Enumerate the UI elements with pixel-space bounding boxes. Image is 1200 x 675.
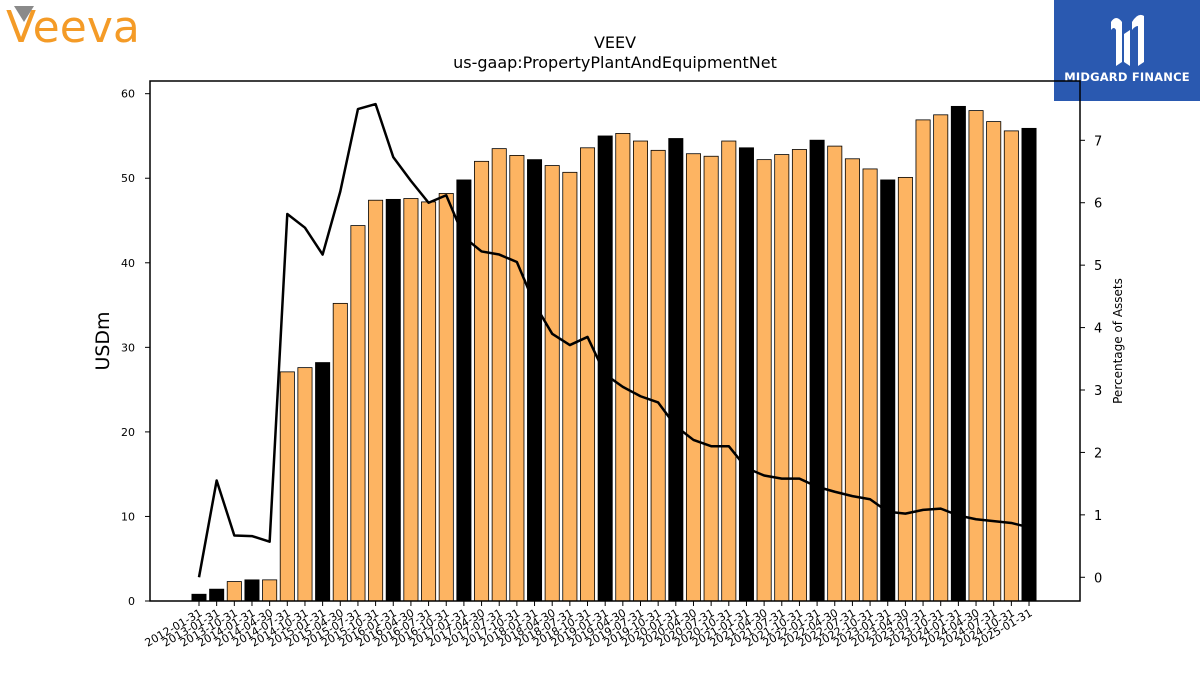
bar-2017-04-30 — [474, 160, 490, 602]
bar-2016-04-30 — [403, 198, 419, 602]
veeva-logo: Veeva — [6, 4, 140, 48]
bar-2025-01-31 — [1021, 127, 1037, 602]
bar-2014-01-31 — [244, 579, 260, 602]
chart-subtitle: us-gaap:PropertyPlantAndEquipmentNet — [453, 53, 777, 72]
y-tick-label: 10 — [121, 510, 135, 523]
bar-2023-04-30 — [897, 176, 913, 602]
y2-tick-label: 5 — [1094, 259, 1102, 274]
bar-2020-01-31 — [668, 138, 684, 602]
bar-2019-01-31 — [597, 135, 613, 602]
y2-tick-label: 7 — [1094, 134, 1102, 149]
y-tick-label: 0 — [128, 595, 135, 608]
bar-series — [191, 105, 1037, 602]
bar-2018-07-31 — [562, 171, 578, 602]
y-axis-label: USDm — [92, 311, 114, 370]
y-axis-right: 0 1 2 3 4 5 6 7 — [1080, 134, 1102, 586]
bar-2020-10-31 — [721, 140, 737, 602]
bar-2019-07-31 — [633, 140, 649, 602]
bar-2021-01-31 — [738, 147, 754, 602]
y2-tick-label: 2 — [1094, 446, 1102, 461]
y-tick-label: 50 — [121, 172, 135, 185]
bar-2018-01-31 — [527, 159, 543, 602]
bar-2017-10-31 — [509, 155, 525, 602]
y-tick-label: 20 — [121, 426, 135, 439]
bar-2017-01-31 — [456, 179, 472, 602]
y-axis-left: 0 10 20 30 40 50 60 — [121, 88, 150, 608]
bar-2018-04-30 — [544, 165, 560, 602]
bar-2022-04-30 — [827, 145, 843, 602]
x-axis: 2012-01-312013-01-312013-10-312014-01-31… — [143, 601, 1035, 650]
bar-2018-10-31 — [580, 147, 596, 602]
y2-tick-label: 4 — [1094, 322, 1102, 337]
bar-2021-07-31 — [774, 154, 790, 602]
bar-2021-10-31 — [791, 149, 807, 602]
bar-2020-04-30 — [685, 153, 701, 602]
bar-2024-01-31 — [950, 105, 966, 602]
bar-2021-04-30 — [756, 159, 772, 602]
bar-2016-07-31 — [421, 201, 437, 602]
percentage-of-assets-line — [197, 102, 1030, 578]
bar-2024-10-31 — [1003, 130, 1019, 602]
bar-2022-10-31 — [862, 168, 878, 602]
veeva-logo-accent — [14, 6, 34, 22]
bar-2014-07-31 — [279, 371, 295, 602]
y2-axis-label: Percentage of Assets — [1111, 278, 1125, 404]
bar-2015-01-31 — [315, 362, 331, 602]
bar-2024-04-30 — [968, 110, 984, 602]
y-tick-label: 40 — [121, 257, 135, 270]
midgard-logo-text: MIDGARD FINANCE — [1064, 70, 1190, 84]
bar-2017-07-31 — [491, 148, 507, 602]
y-tick-label: 30 — [121, 341, 135, 354]
midgard-finance-logo: MIDGARD FINANCE — [1054, 0, 1200, 101]
midgard-emblem-icon — [1111, 14, 1144, 66]
bar-2023-07-31 — [915, 119, 931, 602]
bar-2015-04-30 — [332, 302, 348, 602]
bar-2023-01-31 — [880, 179, 896, 602]
bar-2014-04-30 — [262, 579, 278, 602]
y2-tick-label: 1 — [1094, 509, 1102, 524]
bar-2023-10-31 — [933, 114, 949, 602]
bar-2012-01-31 — [191, 593, 207, 602]
bar-2022-07-31 — [844, 158, 860, 602]
bar-2015-07-31 — [350, 225, 366, 602]
bar-2014-10-31 — [297, 367, 313, 602]
y2-tick-label: 6 — [1094, 197, 1102, 212]
bar-2016-01-31 — [385, 198, 401, 602]
chart-title: VEEV — [594, 33, 636, 52]
bar-2013-10-31 — [226, 581, 242, 602]
bar-2020-07-31 — [703, 155, 719, 602]
bar-2019-04-30 — [615, 133, 631, 602]
bar-2016-10-31 — [438, 193, 454, 602]
bar-2024-07-31 — [986, 121, 1002, 602]
bar-2013-01-31 — [209, 588, 225, 602]
bar-2015-10-31 — [368, 199, 384, 602]
bar-2019-10-31 — [650, 149, 666, 602]
y2-tick-label: 3 — [1094, 384, 1102, 399]
bar-2022-01-31 — [809, 139, 825, 602]
y-tick-label: 60 — [121, 88, 135, 101]
plot-frame — [149, 80, 1081, 602]
line-series — [197, 102, 1030, 578]
y2-tick-label: 0 — [1094, 571, 1102, 586]
